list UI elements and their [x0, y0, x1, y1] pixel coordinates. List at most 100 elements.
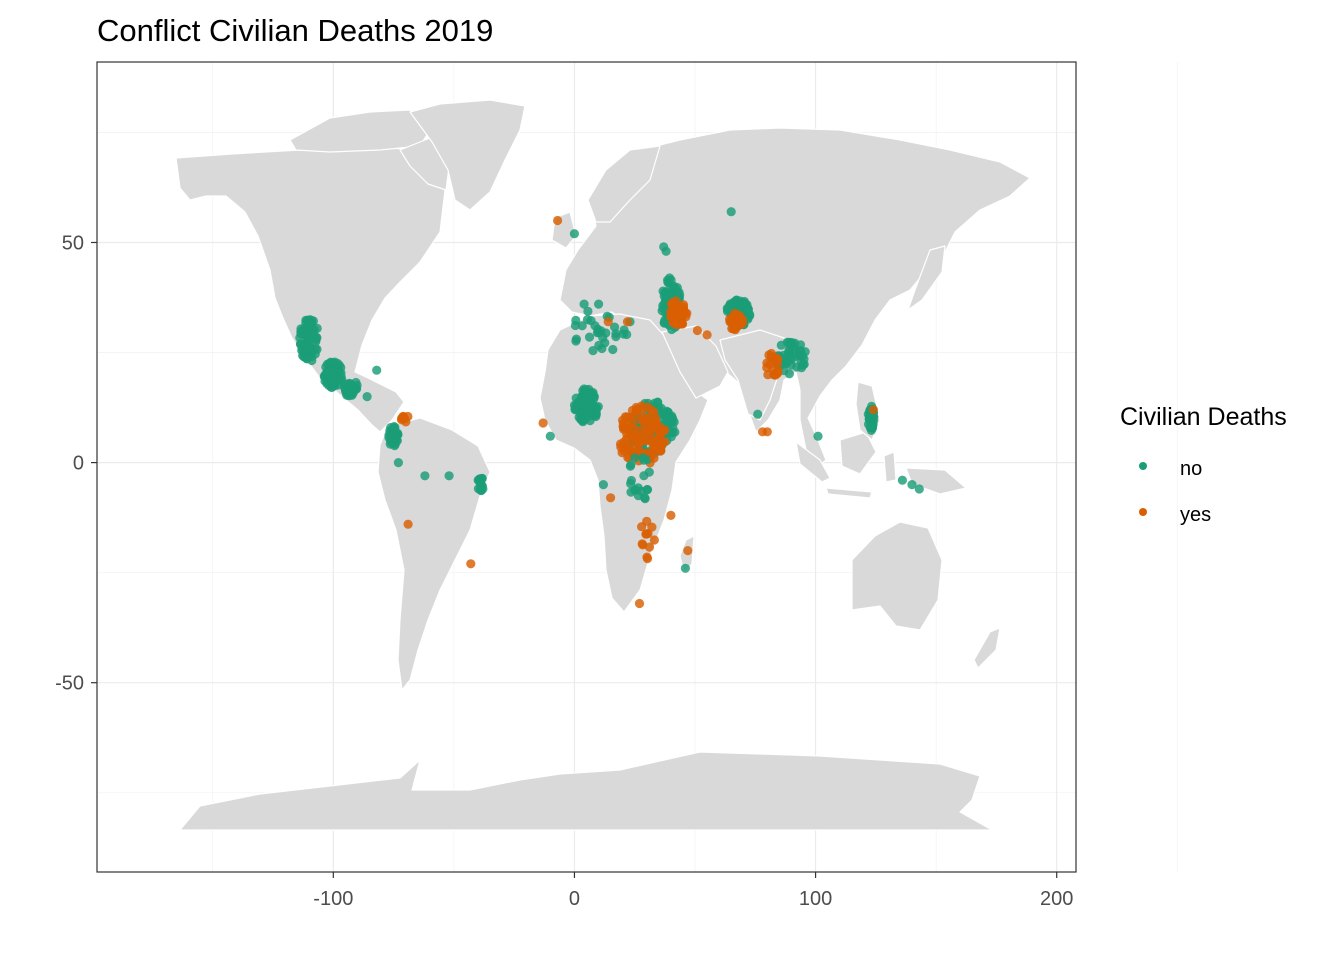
event-point-no — [626, 487, 636, 497]
event-point-no — [663, 275, 673, 285]
event-point-yes — [553, 215, 563, 226]
event-point-no — [640, 493, 650, 503]
event-point-yes — [466, 559, 476, 569]
event-point-no — [571, 336, 581, 346]
event-point-no — [661, 246, 671, 256]
event-point-no — [325, 371, 335, 382]
x-tick-label: 100 — [799, 888, 832, 910]
event-point-no — [776, 340, 786, 350]
arctic-islands-land — [289, 109, 431, 153]
event-point-yes — [677, 319, 688, 329]
event-point-no — [638, 453, 648, 463]
event-point-no — [785, 340, 795, 350]
event-point-no — [601, 328, 611, 338]
event-point-yes — [667, 299, 677, 309]
event-point-no — [328, 358, 338, 368]
legend-key-no — [1139, 462, 1147, 470]
event-point-yes — [538, 418, 548, 428]
event-point-yes — [643, 529, 653, 539]
event-point-no — [798, 360, 808, 370]
event-point-no — [907, 480, 917, 490]
event-point-no — [594, 328, 604, 338]
event-point-yes — [403, 519, 413, 529]
x-tick-label: -100 — [313, 888, 353, 910]
event-point-no — [388, 428, 398, 438]
event-point-no — [753, 409, 763, 419]
event-point-yes — [702, 330, 712, 340]
event-point-no — [322, 378, 332, 388]
java-land — [825, 487, 873, 499]
event-point-no — [726, 207, 736, 217]
event-point-yes — [649, 453, 659, 463]
australia-land — [851, 521, 943, 631]
event-point-no — [598, 480, 609, 490]
event-point-no — [589, 411, 599, 421]
event-point-no — [630, 453, 640, 463]
event-point-yes — [649, 535, 660, 545]
event-point-no — [897, 475, 908, 485]
event-point-no — [444, 471, 454, 481]
event-point-no — [680, 563, 691, 573]
event-point-no — [740, 300, 750, 310]
event-point-no — [310, 344, 321, 354]
legend: Civilian Deaths no yes — [1120, 403, 1287, 526]
event-point-no — [608, 344, 618, 355]
event-point-no — [571, 315, 581, 325]
borneo-land — [839, 431, 877, 475]
event-point-no — [722, 306, 733, 316]
y-tick-label: 50 — [62, 232, 84, 254]
event-point-yes — [773, 355, 783, 365]
event-point-no — [569, 229, 580, 239]
new-zealand-land — [973, 627, 1001, 669]
event-point-yes — [683, 546, 693, 556]
event-point-yes — [638, 411, 648, 421]
event-point-yes — [692, 325, 703, 336]
event-point-no — [475, 484, 485, 494]
event-point-yes — [642, 516, 652, 526]
legend-label-no: no — [1180, 458, 1202, 480]
chart-title: Conflict Civilian Deaths 2019 — [97, 13, 493, 48]
x-tick-label: 200 — [1040, 888, 1073, 910]
event-point-yes — [682, 308, 692, 318]
event-point-no — [672, 286, 682, 296]
event-point-no — [586, 316, 596, 326]
event-point-no — [639, 471, 649, 481]
event-point-yes — [763, 370, 773, 380]
event-point-yes — [624, 444, 634, 454]
event-point-no — [420, 471, 430, 481]
event-point-no — [610, 322, 620, 332]
legend-key-yes — [1139, 508, 1147, 516]
event-point-yes — [656, 440, 666, 450]
event-point-no — [588, 346, 598, 356]
event-point-yes — [631, 402, 641, 413]
event-point-yes — [667, 311, 678, 321]
event-points — [295, 207, 924, 609]
event-point-yes — [648, 434, 658, 445]
event-point-yes — [644, 426, 654, 436]
x-tick-label: 0 — [569, 888, 580, 910]
legend-title: Civilian Deaths — [1120, 403, 1287, 431]
event-point-yes — [757, 427, 768, 437]
event-point-no — [579, 299, 589, 309]
greenland-land — [409, 99, 526, 211]
event-point-no — [666, 412, 676, 423]
event-point-yes — [651, 413, 661, 423]
event-point-yes — [666, 510, 676, 520]
event-point-yes — [635, 425, 645, 435]
event-point-no — [791, 351, 801, 361]
event-point-no — [346, 388, 356, 398]
event-point-yes — [622, 429, 632, 439]
event-point-yes — [637, 539, 647, 549]
event-point-no — [576, 410, 586, 420]
event-point-yes — [644, 542, 655, 552]
scandinavia-land — [587, 145, 661, 223]
event-point-no — [626, 460, 636, 470]
sumatra-land — [795, 441, 831, 483]
event-point-no — [626, 479, 636, 489]
event-point-yes — [868, 405, 879, 415]
event-point-no — [582, 397, 592, 408]
event-point-no — [658, 286, 668, 296]
sulawesi-land — [883, 451, 897, 483]
